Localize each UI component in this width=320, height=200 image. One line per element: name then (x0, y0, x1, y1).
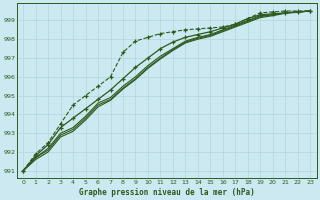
X-axis label: Graphe pression niveau de la mer (hPa): Graphe pression niveau de la mer (hPa) (79, 188, 255, 197)
